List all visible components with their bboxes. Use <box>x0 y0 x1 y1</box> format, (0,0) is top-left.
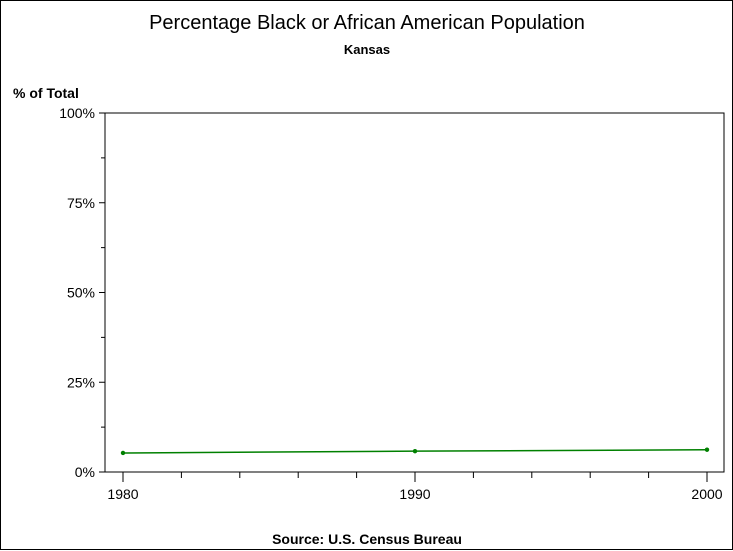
y-tick-label: 50% <box>67 285 95 301</box>
y-tick-label: 25% <box>67 374 95 390</box>
x-tick-label: 1990 <box>399 486 430 502</box>
y-tick-label: 0% <box>75 464 95 480</box>
chart-title: Percentage Black or African American Pop… <box>149 12 585 34</box>
data-point <box>412 448 418 454</box>
y-tick-label: 100% <box>59 105 95 121</box>
y-tick-label: 75% <box>67 195 95 211</box>
footnote: Source: U.S. Census Bureau <box>272 531 462 547</box>
x-tick-label: 1980 <box>107 486 138 502</box>
y-axis-label: % of Total <box>13 85 79 101</box>
chart-subtitle: Kansas <box>344 42 390 57</box>
data-point <box>704 447 710 452</box>
plot-frame <box>104 112 725 473</box>
data-point <box>120 450 126 456</box>
x-tick-label: 2000 <box>691 486 722 502</box>
